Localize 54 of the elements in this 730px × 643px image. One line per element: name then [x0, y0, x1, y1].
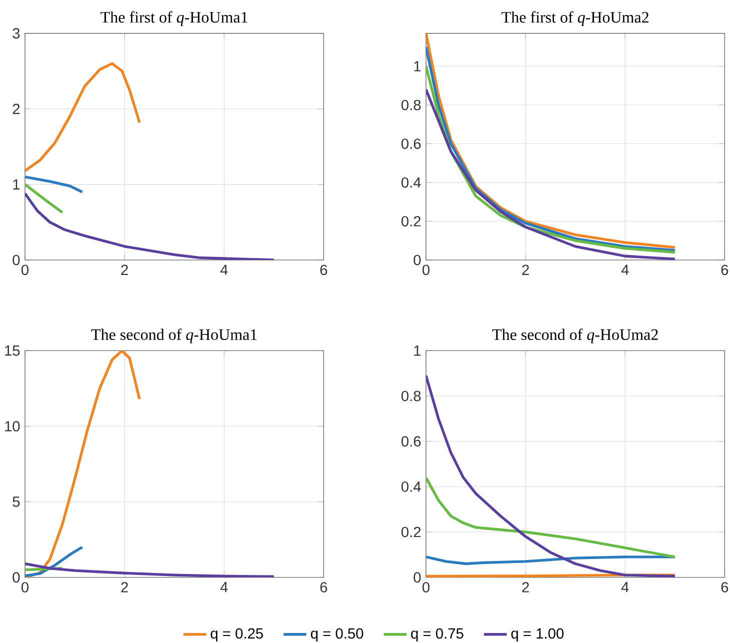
x-tick-label: 2 [522, 264, 529, 276]
line-series [426, 476, 676, 558]
x-tick-label: 6 [721, 264, 728, 276]
y-tick-label: 0 [12, 572, 20, 583]
line-series [426, 374, 676, 578]
x-tick-label: 6 [320, 264, 328, 276]
y-tick-label: 0.2 [401, 216, 421, 227]
y-tick-label: 0.8 [401, 100, 421, 110]
y-tick-label: 0 [414, 572, 421, 583]
legend-label: q = 0.75 [411, 628, 464, 642]
legend-label: q = 0.25 [210, 628, 263, 642]
x-tick-label: 0 [422, 264, 430, 276]
chart-title: The first of q-HoUma1 [100, 11, 248, 26]
y-tick-label: 1 [414, 346, 421, 356]
x-tick-label: 6 [721, 582, 728, 593]
chart-title: The second of q-HoUma2 [492, 328, 658, 344]
x-tick-label: 2 [121, 264, 128, 276]
x-tick-label: 2 [522, 582, 529, 592]
y-tick-label: 10 [5, 421, 20, 432]
x-tick-label: 4 [621, 582, 629, 592]
y-tick-label: 0.4 [401, 177, 421, 188]
y-tick-label: 1 [13, 180, 20, 190]
line-series [25, 192, 276, 260]
x-tick-label: 0 [422, 582, 430, 593]
chart-title: The second of q-HoUma1 [91, 328, 257, 344]
y-tick-label: 0.6 [401, 436, 421, 447]
y-tick-label: 0.6 [401, 138, 421, 150]
x-tick-label: 4 [621, 264, 629, 275]
line-series [25, 562, 276, 578]
y-tick-label: 0.4 [401, 482, 421, 492]
chart-title: The first of q-HoUma2 [502, 11, 648, 26]
x-tick-label: 6 [320, 582, 328, 593]
y-tick-label: 0.2 [401, 526, 421, 538]
x-tick-label: 0 [21, 582, 28, 593]
x-tick-label: 2 [121, 582, 128, 592]
y-tick-label: 1 [414, 61, 421, 72]
y-tick-label: 2 [12, 104, 20, 114]
y-tick-label: 15 [5, 346, 20, 356]
legend-label: q = 0.50 [310, 628, 364, 642]
legend-label: q = 1.00 [511, 628, 564, 642]
y-tick-label: 0 [12, 254, 20, 266]
y-tick-label: 0.8 [401, 390, 421, 402]
line-series [25, 183, 64, 214]
y-tick-label: 3 [12, 28, 20, 39]
line-series [25, 176, 84, 194]
line-series [426, 88, 676, 260]
line-series [25, 62, 141, 172]
x-tick-label: 4 [220, 264, 228, 275]
line-series [426, 556, 676, 566]
x-tick-label: 4 [220, 582, 228, 592]
y-tick-label: 5 [12, 496, 20, 508]
line-series [25, 350, 141, 578]
x-tick-label: 0 [21, 264, 28, 276]
y-tick-label: 0 [414, 254, 421, 266]
